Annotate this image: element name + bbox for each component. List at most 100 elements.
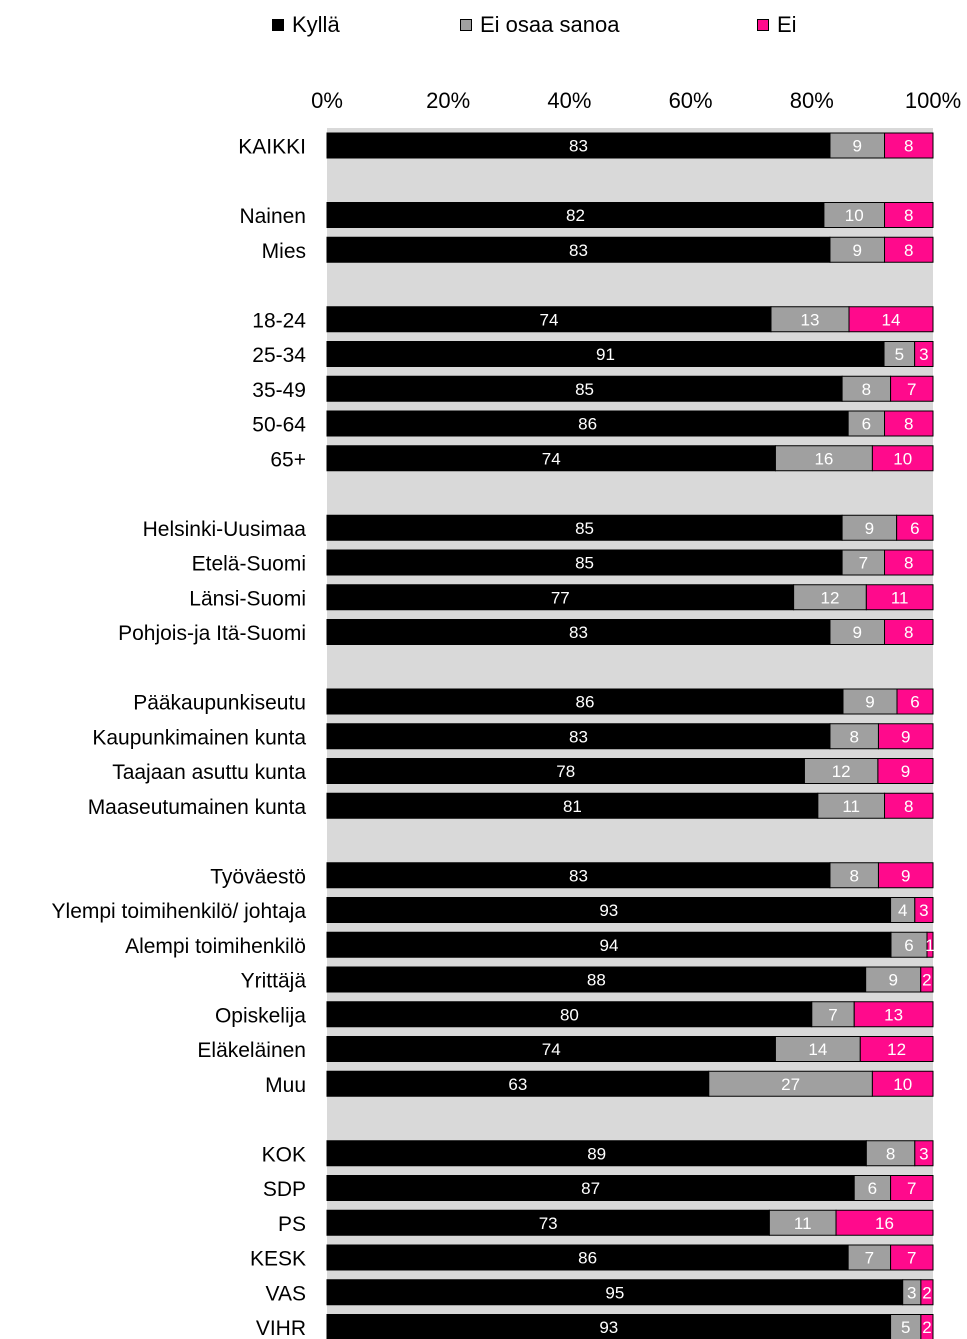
x-tick-label: 20% [426, 88, 470, 113]
bar-segment [841, 375, 892, 402]
row-label: Nainen [239, 205, 306, 228]
bar-data-label: 6 [904, 936, 913, 955]
bar-data-label: 63 [508, 1075, 527, 1094]
bar-segment [326, 514, 843, 541]
bar-data-label: 87 [581, 1179, 600, 1198]
row-label: Pääkaupunkiseutu [133, 692, 306, 715]
bar-data-label: 8 [886, 1144, 895, 1163]
bar-segment [884, 792, 934, 819]
row-label: Muu [265, 1074, 306, 1097]
bar-data-label: 85 [575, 380, 594, 399]
bar-segment [920, 1279, 934, 1306]
bar-data-label: 13 [884, 1005, 903, 1024]
bar-segment [926, 931, 934, 958]
bar-data-label: 91 [596, 345, 615, 364]
bar-data-label: 7 [859, 554, 868, 573]
x-tick-label: 80% [790, 88, 834, 113]
legend-item-kylla: Kyllä [272, 12, 340, 38]
bar-data-label: 10 [893, 449, 912, 468]
bar-data-label: 10 [845, 206, 864, 225]
row-label: VIHR [256, 1317, 306, 1339]
row-label: SDP [263, 1178, 306, 1201]
bar-segment [823, 202, 886, 228]
bar-segment [835, 1209, 934, 1236]
bar-segment [326, 1036, 776, 1062]
bar-segment [326, 931, 892, 958]
bar-segment [793, 584, 867, 611]
bar-data-label: 74 [542, 1040, 561, 1059]
row-label: Helsinki-Uusimaa [143, 518, 307, 541]
bar-segment [853, 1001, 934, 1028]
bar-segment [877, 723, 934, 750]
bar-data-label: 16 [875, 1214, 894, 1233]
bar-segment [326, 341, 885, 367]
bar-segment [884, 132, 934, 159]
row-label: KESK [250, 1248, 306, 1271]
bar-segment [326, 1244, 849, 1271]
bar-data-label: 82 [566, 206, 585, 225]
bar-data-label: 83 [569, 727, 588, 746]
bar-segment [890, 931, 928, 958]
bar-data-label: 3 [907, 1283, 916, 1302]
bar-data-label: 11 [842, 797, 860, 816]
row-label: Työväestö [210, 865, 306, 888]
bar-data-label: 9 [865, 519, 874, 538]
bar-segment [326, 410, 849, 437]
bar-data-label: 95 [605, 1283, 624, 1302]
x-tick-label: 60% [669, 88, 713, 113]
bar-data-label: 86 [576, 693, 595, 712]
bar-segment [817, 792, 886, 819]
row-label: Mies [262, 240, 306, 263]
bar-segment [326, 897, 892, 923]
bar-data-label: 74 [540, 310, 559, 329]
bar-segment [326, 1070, 710, 1097]
row-label: Ylempi toimihenkilö/ johtaja [52, 900, 307, 923]
x-tick-label: 0% [311, 88, 343, 113]
row-label: 25-34 [252, 344, 306, 367]
bar-segment [890, 897, 916, 923]
bar-segment [326, 306, 772, 333]
bar-data-label: 8 [904, 797, 913, 816]
row-label: Eläkeläinen [197, 1039, 306, 1062]
bar-segment [920, 966, 934, 993]
bar-segment [326, 862, 831, 889]
bar-data-label: 9 [901, 727, 910, 746]
bar-data-label: 85 [575, 519, 594, 538]
bar-data-label: 3 [919, 1144, 928, 1163]
bar-segment [770, 306, 850, 333]
bar-data-label: 10 [893, 1075, 912, 1094]
bar-data-label: 9 [853, 137, 862, 156]
bar-data-label: 9 [901, 762, 910, 781]
bar-segment [774, 445, 873, 472]
row-label: Taajaan asuttu kunta [112, 761, 306, 784]
bar-data-label: 14 [882, 310, 901, 329]
bar-segment [853, 1175, 892, 1201]
bar-segment [890, 375, 934, 402]
row-label: 18-24 [252, 309, 306, 332]
bar-segment [884, 619, 934, 645]
row-label: Etelä-Suomi [192, 553, 306, 576]
bar-data-label: 9 [853, 241, 862, 260]
bar-data-label: 8 [904, 554, 913, 573]
row-label: Opiskelija [215, 1004, 306, 1027]
bar-data-label: 7 [865, 1249, 874, 1268]
row-label: Länsi-Suomi [189, 587, 306, 610]
bar-data-label: 2 [922, 1318, 931, 1337]
bar-data-label: 77 [551, 588, 570, 607]
bar-segment [326, 1209, 770, 1236]
bar-data-label: 81 [563, 797, 582, 816]
bar-segment [326, 758, 805, 784]
legend-item-ei: Ei [757, 12, 797, 38]
bar-data-label: 6 [910, 693, 919, 712]
bar-data-label: 8 [904, 415, 913, 434]
bar-data-label: 78 [556, 762, 575, 781]
bar-data-label: 9 [853, 623, 862, 642]
bar-segment [914, 897, 934, 923]
bar-segment [326, 1001, 813, 1028]
bar-data-label: 8 [862, 380, 871, 399]
bar-data-label: 7 [907, 1249, 916, 1268]
bar-data-label: 86 [578, 1249, 597, 1268]
legend-label-kylla: Kyllä [292, 12, 340, 37]
row-label: Pohjois-ja Itä-Suomi [118, 622, 306, 645]
